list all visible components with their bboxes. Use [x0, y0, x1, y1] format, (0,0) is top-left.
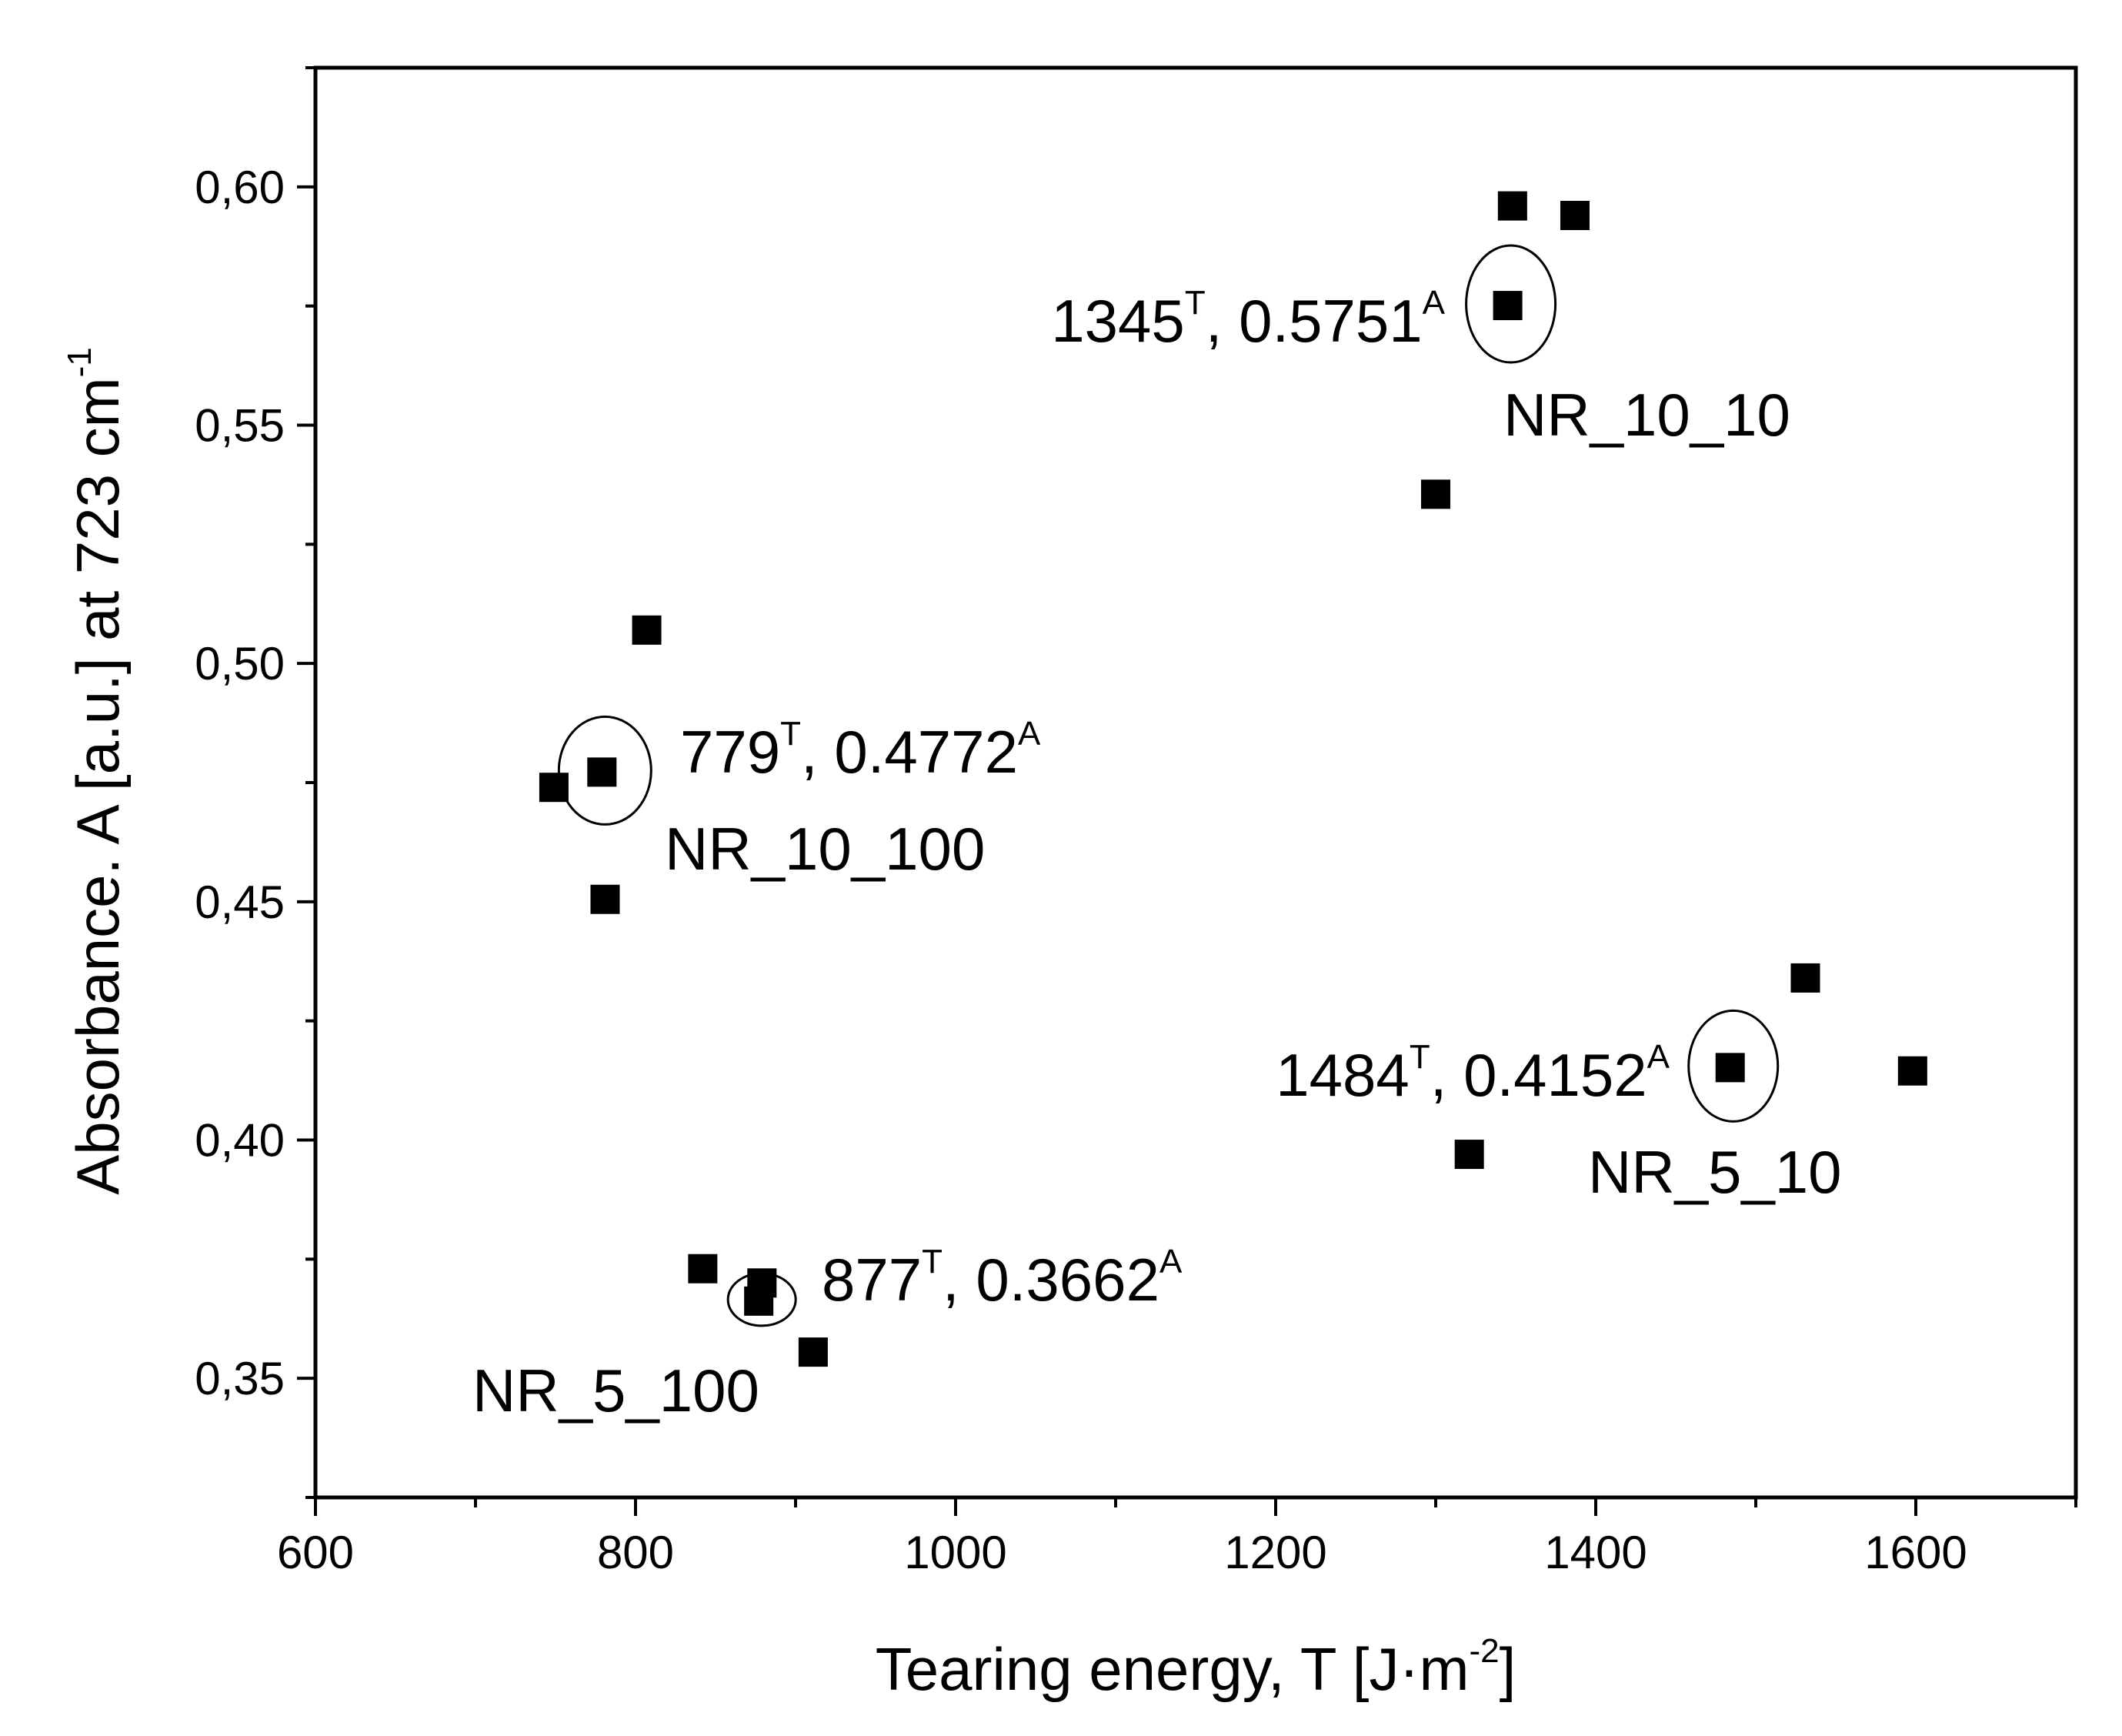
data-markers	[539, 191, 1927, 1367]
marker-nr-10-10	[1421, 479, 1450, 509]
y-tick-label: 0,45	[195, 876, 285, 928]
x-tick-label: 1400	[1544, 1527, 1647, 1578]
marker-nr-10-100	[590, 884, 620, 914]
marker-nr-5-100	[798, 1337, 828, 1367]
marker-nr-10-10	[1560, 200, 1590, 230]
annotation-nr-10-10-values: 1345T, 0.5751A	[1051, 284, 1445, 355]
y-tick-label: 0,55	[195, 400, 285, 452]
marker-nr-10-10	[1497, 191, 1527, 221]
x-tick-label: 1000	[904, 1527, 1006, 1578]
y-axis-ticks: 0,35 0,40 0,45 0,50 0,55 0,60	[195, 66, 315, 1499]
annotation-nr-5-10-values: 1484T, 0.4152A	[1276, 1038, 1670, 1109]
y-axis-title: Absorbance. A [a.u.] at 723 cm-1	[61, 347, 132, 1194]
ellipse-nr-5-10	[1687, 1009, 1780, 1123]
marker-nr-5-100	[744, 1286, 774, 1316]
annotation-nr-10-100-values: 779T, 0.4772A	[680, 715, 1041, 786]
marker-nr-10-100	[587, 757, 617, 787]
annotation-nr-5-100-values: 877T, 0.3662A	[822, 1243, 1183, 1314]
x-tick-label: 1200	[1224, 1527, 1326, 1578]
x-tick-label: 800	[597, 1527, 674, 1578]
annotation-nr-10-10-label: NR_10_10	[1503, 381, 1790, 449]
ellipse-nr-10-100	[557, 715, 652, 826]
x-axis-title: Tearing energy, T [J·m-2]	[876, 1632, 1516, 1703]
x-tick-label: 1600	[1864, 1527, 1967, 1578]
y-tick-label: 0,60	[195, 162, 285, 213]
marker-nr-5-100	[688, 1254, 718, 1284]
marker-nr-5-10	[1715, 1053, 1745, 1083]
marker-nr-5-10	[1897, 1056, 1927, 1086]
x-tick-label: 600	[277, 1527, 354, 1578]
marker-nr-5-10	[1790, 963, 1820, 993]
x-axis-ticks: 600 800 1000 1200 1400 1600	[277, 1497, 2077, 1578]
annotation-nr-5-10-label: NR_5_10	[1588, 1138, 1842, 1206]
marker-nr-5-10	[1454, 1140, 1484, 1170]
annotation-nr-5-100-label: NR_5_100	[472, 1357, 759, 1424]
ellipse-nr-5-100	[726, 1272, 797, 1327]
marker-nr-10-100	[632, 615, 662, 645]
highlight-ellipses	[557, 244, 1780, 1327]
y-tick-label: 0,35	[195, 1353, 285, 1404]
y-tick-label: 0,50	[195, 638, 285, 689]
annotation-nr-10-100-label: NR_10_100	[665, 815, 985, 883]
ellipse-nr-10-10	[1465, 244, 1557, 364]
y-tick-label: 0,40	[195, 1115, 285, 1167]
marker-nr-10-10	[1493, 291, 1523, 321]
